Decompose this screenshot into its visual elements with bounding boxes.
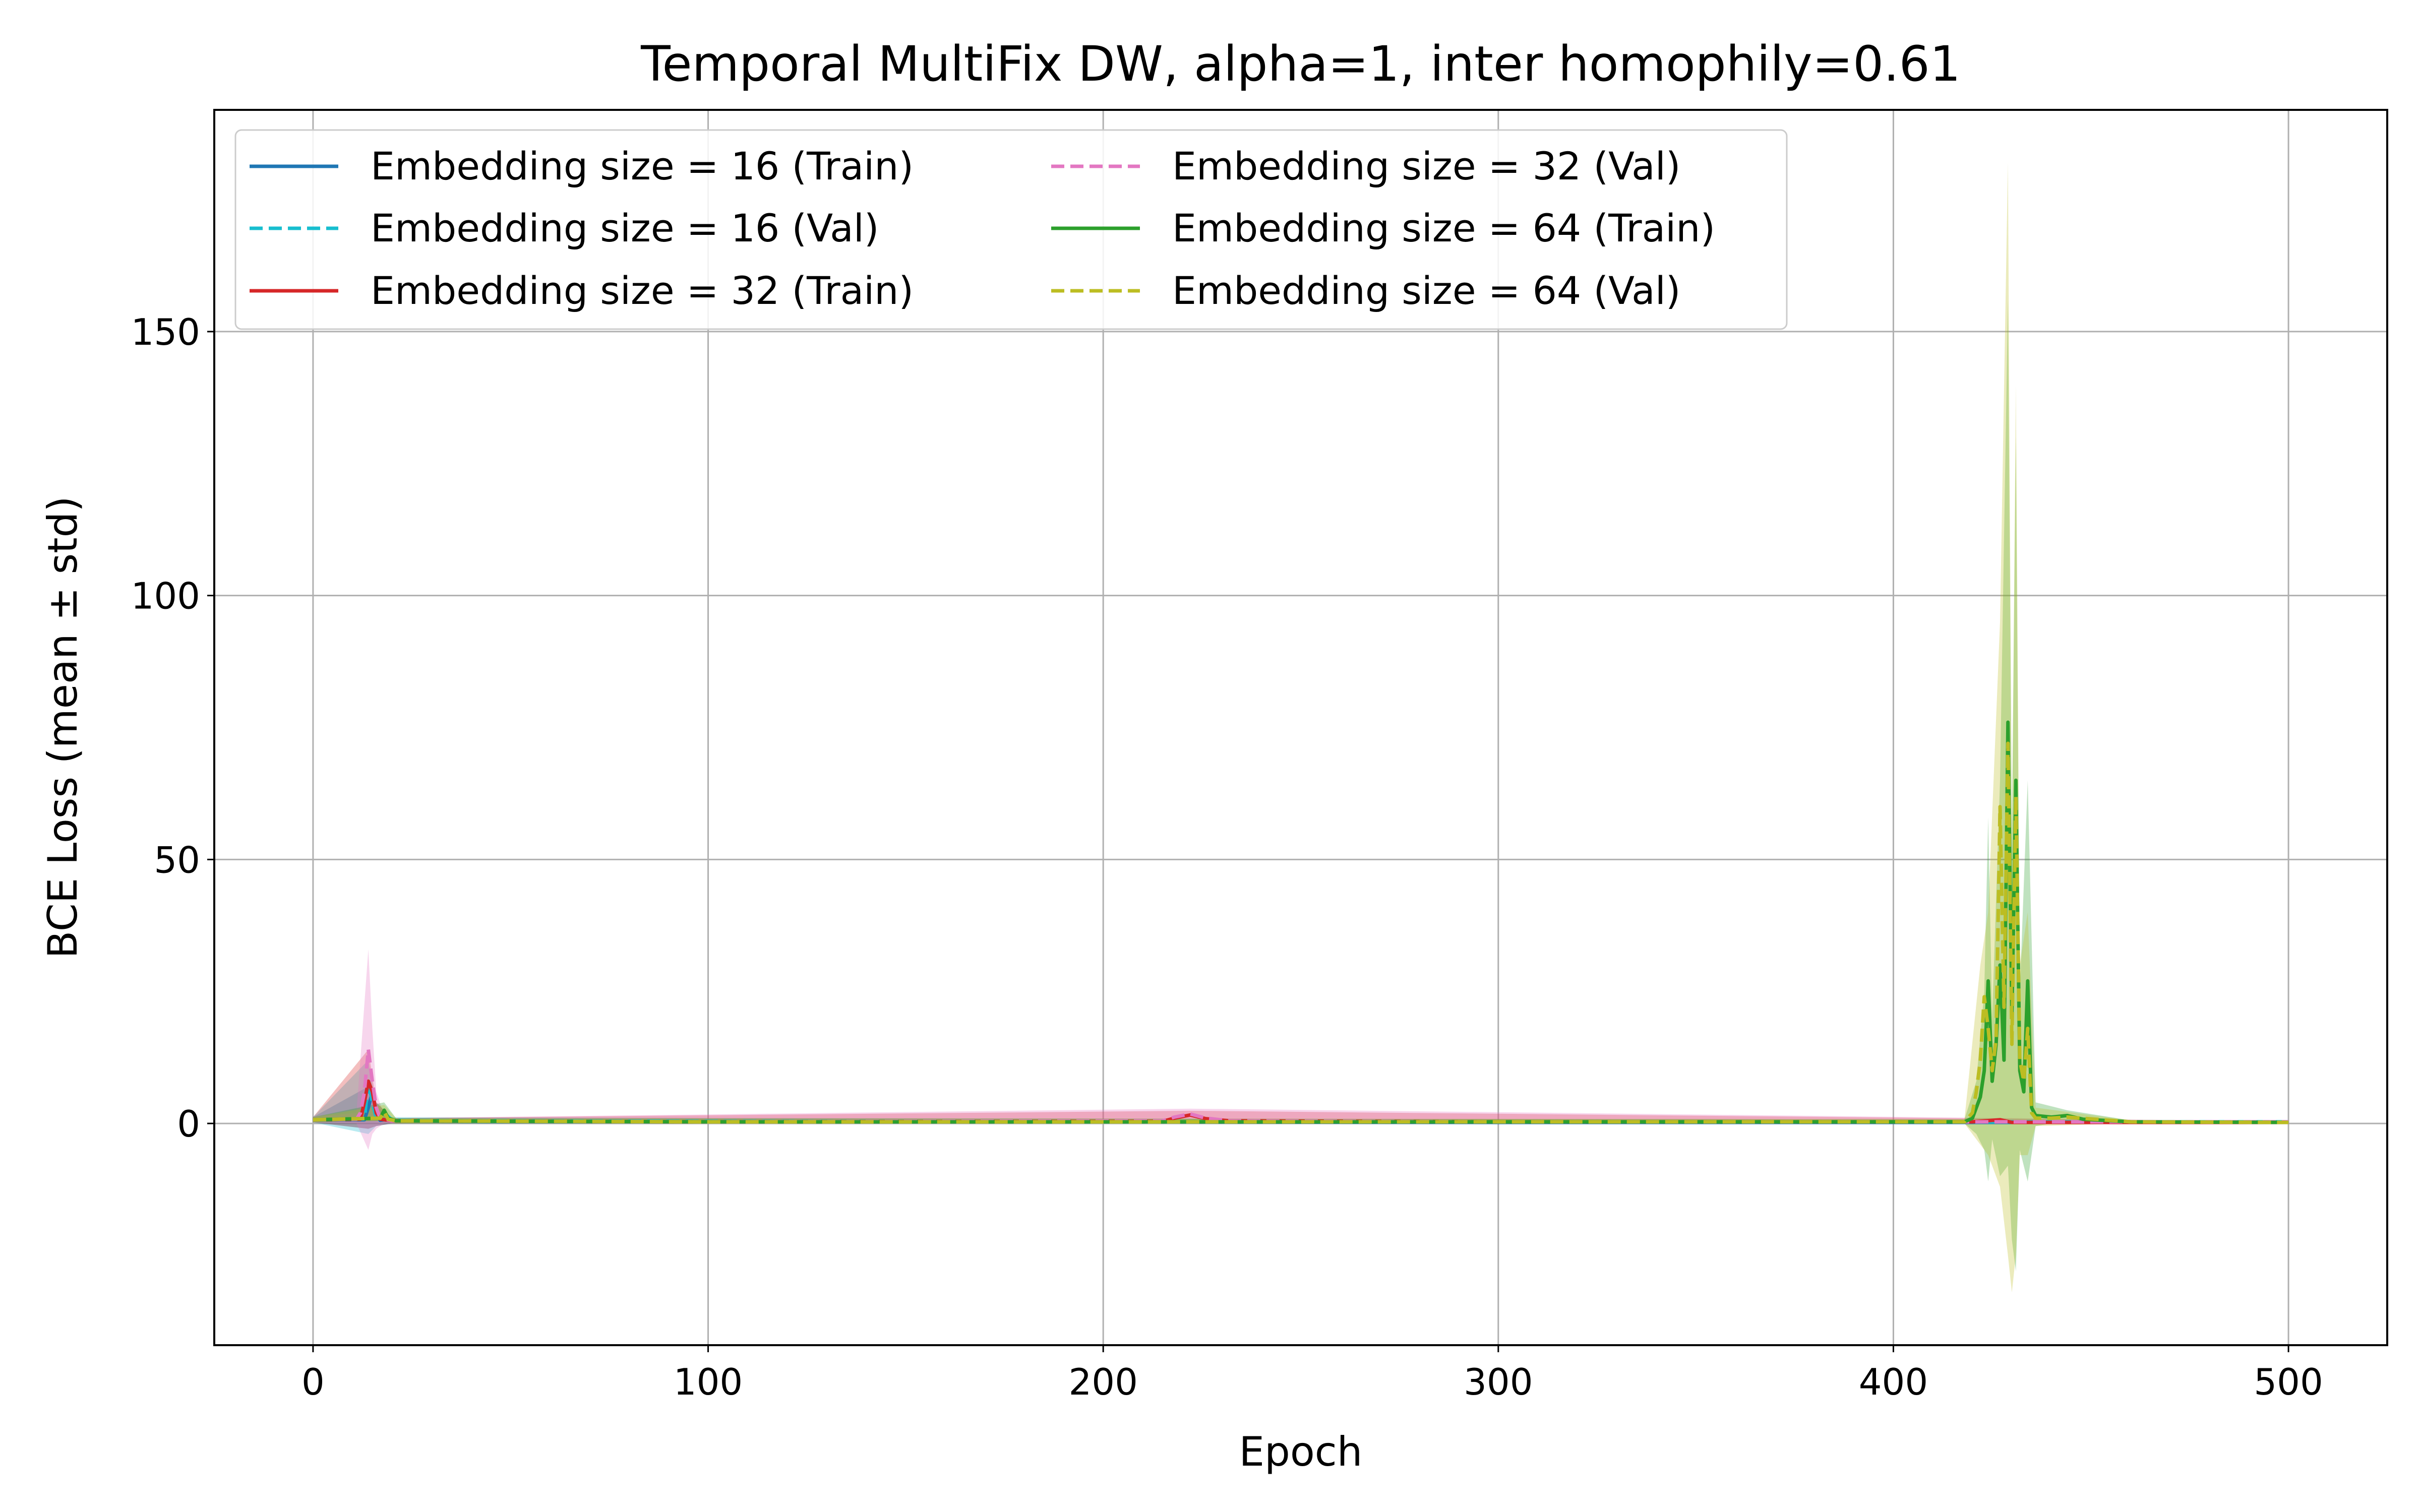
legend-label-0: Embedding size = 16 (Train) xyxy=(371,144,914,188)
x-axis-label: Epoch xyxy=(1239,1428,1363,1475)
y-tick-label: 0 xyxy=(177,1103,200,1145)
x-tick-label: 400 xyxy=(1859,1361,1928,1403)
x-tick-label: 100 xyxy=(674,1361,743,1403)
plot-frame xyxy=(213,109,2388,1346)
series-lines xyxy=(313,720,2289,1124)
y-axis-label: BCE Loss (mean ± std) xyxy=(39,496,86,958)
legend-label-2: Embedding size = 32 (Train) xyxy=(371,268,914,313)
x-tick-label: 300 xyxy=(1464,1361,1533,1403)
legend-label-1: Embedding size = 16 (Val) xyxy=(371,206,879,250)
series-line-5 xyxy=(313,741,2289,1124)
legend-box xyxy=(234,129,1788,330)
y-tick-label: 100 xyxy=(131,575,200,617)
legend-label-5: Embedding size = 64 (Val) xyxy=(1172,268,1681,313)
y-tick-label: 150 xyxy=(131,311,200,353)
x-tick-label: 0 xyxy=(301,1361,325,1403)
legend-label-4: Embedding size = 64 (Train) xyxy=(1172,206,1715,250)
y-tick-label: 50 xyxy=(154,839,200,881)
axis-ticks: 0 100 200 300 400 500 0 50 100 150 xyxy=(131,311,2323,1403)
chart-title: Temporal MultiFix DW, alpha=1, inter hom… xyxy=(640,36,1961,92)
legend-label-3: Embedding size = 32 (Val) xyxy=(1172,144,1681,188)
series-band-1 xyxy=(313,1060,2289,1134)
legend: Embedding size = 16 (Train) Embedding siz… xyxy=(234,129,1788,330)
x-tick-label: 500 xyxy=(2254,1361,2323,1403)
x-tick-label: 200 xyxy=(1068,1361,1137,1403)
